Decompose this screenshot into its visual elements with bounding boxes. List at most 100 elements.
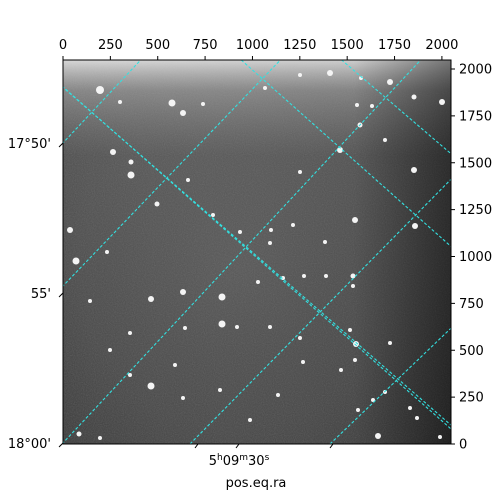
star (298, 336, 302, 340)
star (301, 360, 305, 364)
grid-line (63, 86, 451, 430)
ra-label-part: 30 (248, 454, 265, 469)
star (218, 320, 226, 328)
star (323, 240, 327, 244)
star (238, 230, 242, 234)
grid-line (63, 60, 142, 144)
star (128, 331, 132, 335)
star (337, 147, 343, 153)
top-tick-label: 1500 (331, 38, 364, 53)
top-tick-label: 1750 (378, 38, 411, 53)
star (218, 388, 222, 392)
star (353, 358, 357, 362)
top-tick-label: 500 (145, 38, 170, 53)
star (302, 274, 306, 278)
dec-tick-mark (58, 142, 64, 148)
star (154, 201, 160, 207)
star (281, 276, 285, 280)
star (411, 94, 417, 100)
star (147, 382, 155, 390)
star (415, 416, 419, 420)
ra-tick-mark (235, 443, 240, 449)
right-pixel-axis: 0 250 500 750 1000 1250 1500 1750 2000 (451, 63, 492, 453)
star (439, 99, 445, 105)
star (268, 325, 272, 329)
star (356, 408, 360, 412)
star (375, 433, 381, 439)
sky-image (63, 60, 451, 444)
star (98, 436, 102, 440)
star (180, 110, 186, 116)
top-tick-label: 1250 (283, 38, 316, 53)
dec-tick-label: 18°00' (8, 437, 51, 452)
star (183, 326, 187, 330)
star (256, 280, 260, 284)
grid-line (189, 178, 451, 444)
star (388, 341, 392, 345)
star (324, 274, 328, 278)
star (128, 373, 132, 377)
top-tick-label: 750 (193, 38, 218, 53)
plot-frame (62, 59, 452, 445)
star (276, 393, 280, 397)
grid-line (329, 327, 451, 444)
left-dec-axis: 17°50' 55' 18°00' (8, 137, 64, 452)
bottom-ra-axis: 5h09m30s (194, 443, 334, 469)
star (108, 348, 112, 352)
star (110, 149, 116, 155)
star (327, 70, 333, 76)
right-tick-label: 1500 (459, 156, 492, 171)
star (218, 293, 226, 301)
star (268, 241, 272, 245)
star (181, 396, 185, 400)
star (298, 73, 302, 77)
dec-tick-mark (58, 292, 64, 298)
star (127, 171, 135, 179)
star (339, 368, 343, 372)
top-tick-label: 1000 (236, 38, 269, 53)
star (180, 289, 186, 295)
star (201, 102, 205, 106)
right-tick-label: 1000 (459, 250, 492, 265)
star (105, 250, 109, 254)
star (248, 418, 252, 422)
ra-label-part: 09 (223, 454, 240, 469)
star (186, 178, 190, 182)
star (118, 100, 122, 104)
star (438, 435, 442, 439)
star (408, 406, 412, 410)
top-pixel-axis: 0 250 500 750 1000 1250 1500 1750 2000 (59, 38, 458, 60)
dec-tick-label: 55' (31, 287, 51, 302)
star (173, 363, 177, 367)
star (168, 99, 176, 107)
star (350, 273, 356, 279)
star (263, 86, 267, 90)
top-tick-label: 2000 (425, 38, 458, 53)
top-tick-label: 250 (98, 38, 123, 53)
ra-tick-label: 5h09m30s (209, 453, 270, 469)
star (235, 325, 239, 329)
x-axis-title: pos.eq.ra (226, 476, 287, 491)
ra-tick-mark (329, 443, 334, 449)
star (387, 79, 393, 85)
star (353, 341, 359, 347)
star (352, 217, 358, 223)
right-tick-label: 0 (459, 438, 467, 453)
star (351, 284, 355, 288)
star (148, 296, 154, 302)
right-tick-label: 1250 (459, 203, 492, 218)
star (88, 299, 92, 303)
star (371, 398, 375, 402)
star-field (67, 70, 445, 440)
grid-line (240, 60, 451, 248)
right-tick-label: 500 (459, 344, 484, 359)
right-tick-label: 250 (459, 391, 484, 406)
dec-tick-label: 17°50' (8, 137, 51, 152)
star (412, 223, 418, 229)
right-tick-label: 750 (459, 297, 484, 312)
star (128, 159, 134, 165)
star (96, 86, 104, 94)
star (211, 213, 215, 217)
coordinate-grid (63, 60, 451, 444)
